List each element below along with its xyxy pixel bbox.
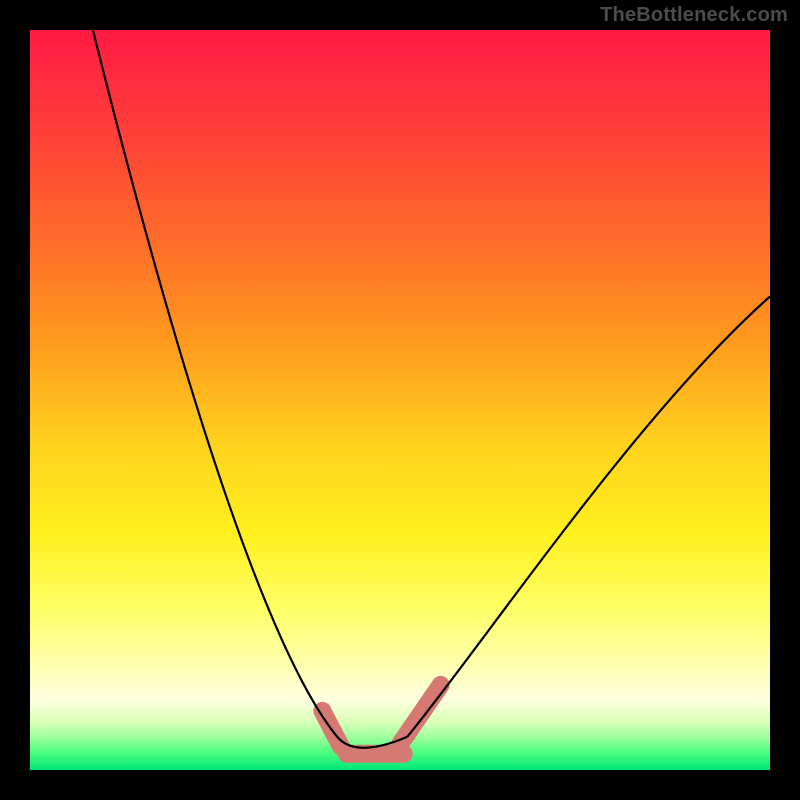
bottleneck-chart: [0, 0, 800, 800]
watermark-label: TheBottleneck.com: [600, 4, 788, 27]
figure-root: TheBottleneck.com: [0, 0, 800, 800]
chart-background: [30, 30, 770, 770]
